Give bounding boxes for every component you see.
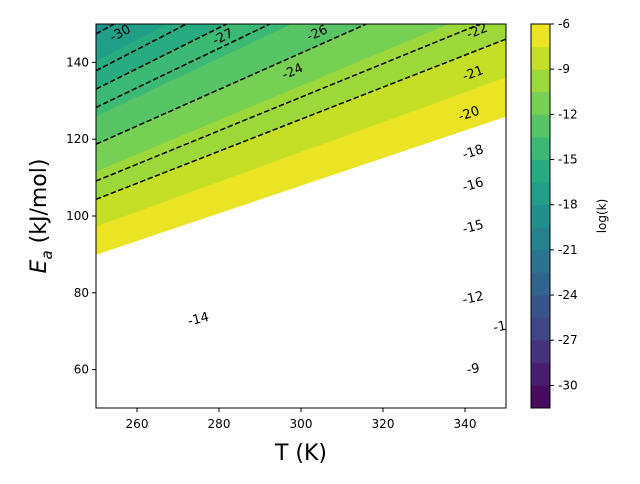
y-axis-title: Ea (kJ/mol) [27, 159, 56, 274]
x-axis-ticks: 260 280 300 320 340 [126, 408, 477, 431]
colorbar-segment [531, 227, 550, 251]
colorbar-segment [531, 114, 550, 138]
y-axis-ticks: 60 80 100 120 140 [66, 55, 96, 377]
colorbar-tick-label: -21 [558, 243, 578, 257]
contour-label: -16 [461, 175, 486, 195]
colorbar-segment [531, 159, 550, 183]
colorbar-segment [531, 69, 550, 93]
y-axis-title-units: (kJ/mol) [27, 159, 52, 251]
contour-line [96, 24, 483, 182]
colorbar-segment [531, 249, 550, 273]
colorbar-tick-label: -15 [558, 153, 578, 167]
x-tick-label: 340 [454, 417, 477, 431]
colorbar-segment [531, 272, 550, 296]
colorbar-segment [531, 362, 550, 386]
colorbar [531, 24, 550, 409]
contour-label-layer: -30 -27 -26-24-22-21-20-18-16-15-14-12-1-9 [108, 21, 508, 378]
y-tick-label: 80 [74, 286, 89, 300]
colorbar-title: log(k) [595, 199, 609, 234]
contour-band [96, 77, 506, 255]
x-axis-title: T (K) [274, 441, 327, 466]
contour-label: -12 [461, 289, 485, 308]
colorbar-segment [531, 182, 550, 206]
colorbar-tick-label: -27 [558, 333, 578, 347]
y-axis-title-symbol: E [27, 259, 52, 273]
colorbar-segment [531, 204, 550, 228]
x-tick-label: 260 [126, 417, 149, 431]
x-tick-label: 280 [208, 417, 231, 431]
colorbar-tick-label: -18 [558, 198, 578, 212]
colorbar-frame [530, 23, 551, 409]
contour-label: -9 [466, 361, 481, 378]
colorbar-segment [531, 136, 550, 160]
contour-label: -18 [461, 142, 486, 163]
contour-label: -20 [457, 104, 482, 125]
colorbar-tick-label: -6 [558, 17, 570, 31]
contour-fill-layer [96, 0, 506, 255]
contour-band [96, 0, 506, 6]
colorbar-ticks: -30 -27 -24 -21 -18 -15 -12 -9 -6 [550, 17, 578, 392]
contour-band [96, 24, 169, 62]
y-tick-label: 100 [66, 209, 89, 223]
colorbar-segment [531, 91, 550, 115]
x-tick-label: 300 [290, 417, 313, 431]
colorbar-tick-label: -30 [558, 378, 578, 392]
y-tick-label: 120 [66, 132, 89, 146]
contour-label: -15 [461, 218, 485, 238]
colorbar-tick-label: -12 [558, 107, 578, 121]
contour-line-layer [96, 24, 506, 201]
colorbar-segment [531, 317, 550, 341]
contour-label: -21 [461, 63, 486, 85]
colorbar-segment [531, 385, 550, 409]
y-tick-label: 60 [74, 363, 89, 377]
y-axis-title-subscript: a [38, 250, 56, 259]
contour-label: -1 [492, 319, 508, 336]
x-tick-label: 320 [372, 417, 395, 431]
contour-label: -14 [186, 310, 210, 330]
contour-line [96, 24, 229, 90]
colorbar-segment [531, 46, 550, 70]
colorbar-tick-label: -24 [558, 288, 578, 302]
colorbar-segment [531, 295, 550, 319]
contour-line [96, 38, 506, 201]
contour-line [96, 24, 369, 145]
colorbar-segment [531, 24, 550, 47]
colorbar-tick-label: -9 [558, 62, 570, 76]
contour-label: -22 [465, 21, 490, 43]
contour-line [96, 24, 272, 109]
colorbar-segment [531, 340, 550, 364]
y-tick-label: 140 [66, 55, 89, 69]
